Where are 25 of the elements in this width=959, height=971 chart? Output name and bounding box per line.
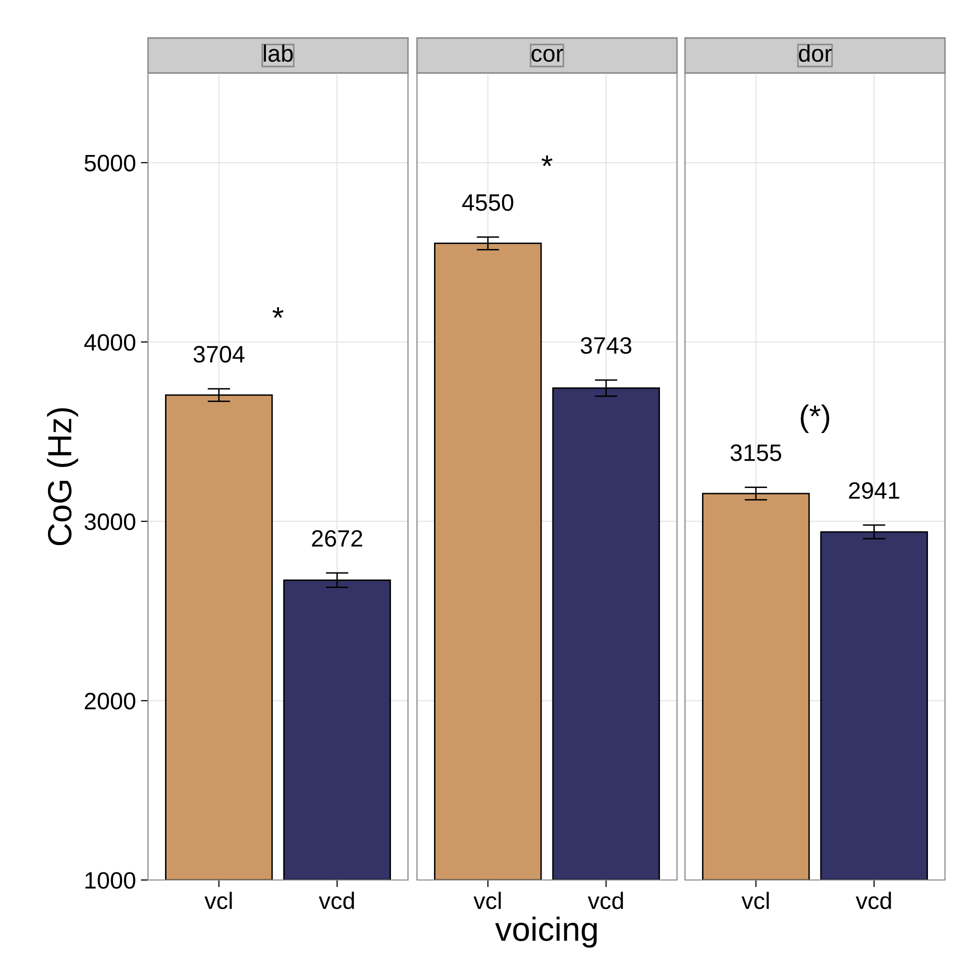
chart-title: cor [532, 48, 564, 62]
y-tick-label: 5000 [84, 154, 136, 172]
y-tick-label: 4000 [84, 334, 136, 351]
x-tick-label: vcd [856, 892, 891, 910]
data-label: 3155 [730, 444, 782, 462]
annotation: * [272, 307, 284, 318]
data-label: 4550 [462, 194, 514, 211]
annotation: (*) [800, 404, 830, 433]
chart-title: dor [798, 44, 832, 62]
y-tick-label: 2000 [84, 692, 136, 710]
data-label: 2672 [312, 530, 362, 547]
y-tick-label: 3000 [84, 513, 136, 530]
data-label: 3743 [580, 337, 632, 354]
x-tick-label: vcl [742, 892, 769, 910]
x-tick-label: vcl [474, 892, 501, 910]
data-label: 2941 [849, 482, 900, 499]
x-tick-label: vcd [588, 892, 623, 910]
y-axis-title: CoG (Hz) [47, 408, 78, 546]
chart-title: lab [264, 44, 293, 62]
annotation: * [542, 155, 552, 166]
x-axis-title: voicing [495, 916, 597, 948]
x-tick-label: vcl [204, 892, 232, 910]
data-label: 3704 [194, 346, 244, 363]
y-tick-label: 1000 [85, 872, 136, 889]
x-tick-label: vcd [318, 892, 354, 910]
